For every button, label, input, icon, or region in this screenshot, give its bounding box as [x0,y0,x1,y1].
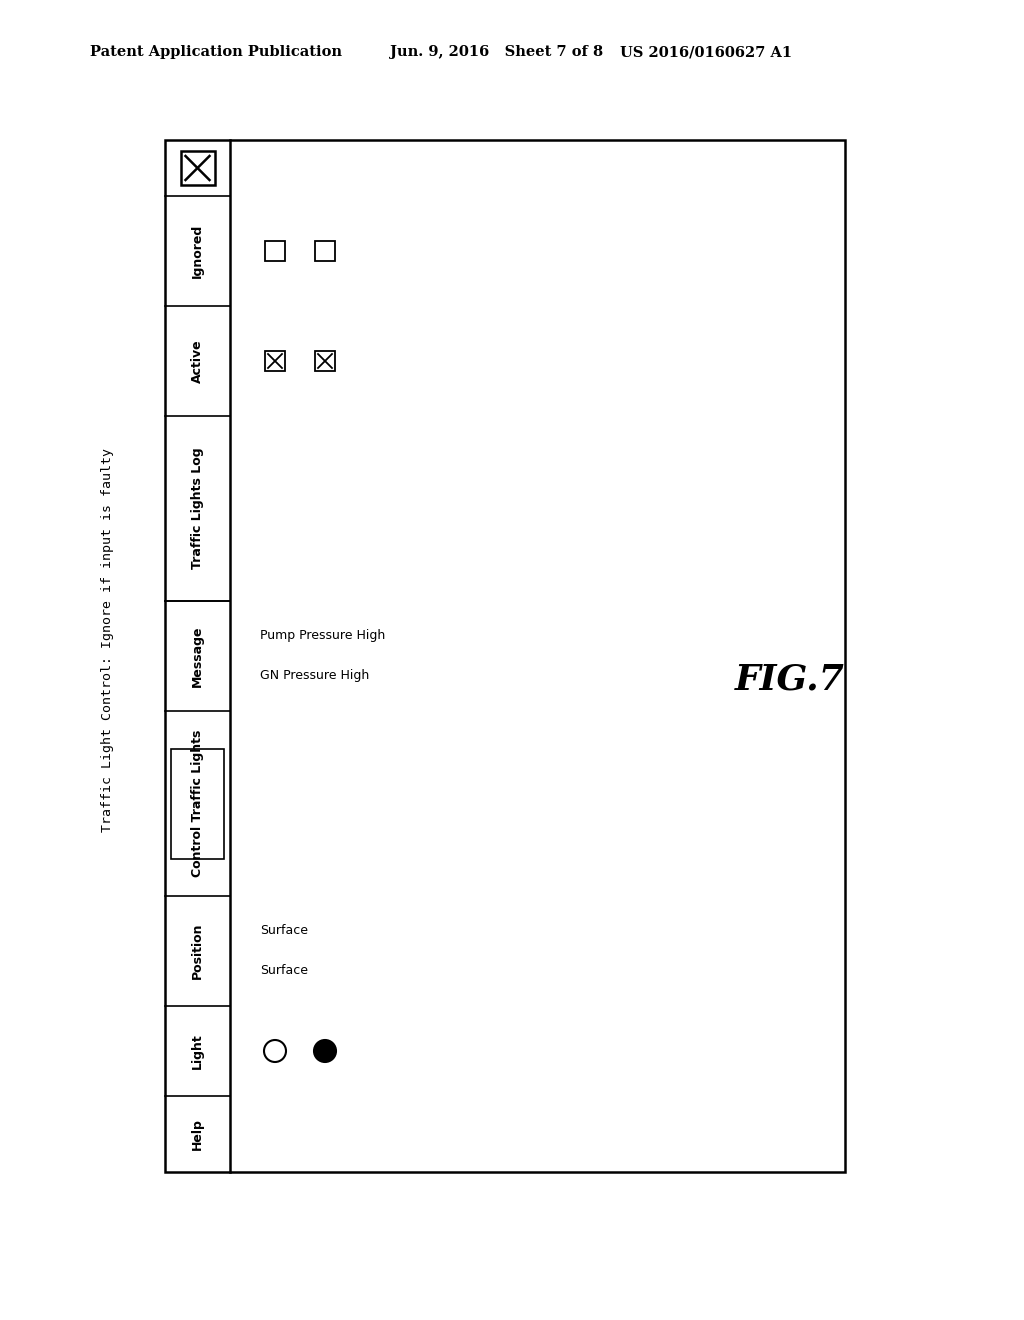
Text: US 2016/0160627 A1: US 2016/0160627 A1 [620,45,793,59]
Text: Position: Position [191,923,204,979]
Text: Control Traffic Lights: Control Traffic Lights [191,730,204,878]
Text: Message: Message [191,626,204,686]
Bar [265,351,285,371]
Text: Active: Active [191,339,204,383]
Bar [165,140,845,1172]
Bar [315,351,335,371]
Text: Traffic Lights Log: Traffic Lights Log [191,447,204,569]
Text: Jun. 9, 2016   Sheet 7 of 8: Jun. 9, 2016 Sheet 7 of 8 [390,45,603,59]
Text: Surface: Surface [260,924,308,937]
Bar [171,748,224,858]
Bar [315,242,335,261]
Text: Traffic Light Control: Ignore if input is faulty: Traffic Light Control: Ignore if input i… [101,447,115,832]
Text: GN Pressure High: GN Pressure High [260,669,370,682]
Text: Pump Pressure High: Pump Pressure High [260,630,385,643]
Text: Help: Help [191,1118,204,1150]
Text: Ignored: Ignored [191,224,204,279]
Text: Light: Light [191,1034,204,1069]
Bar [180,150,214,185]
Circle shape [264,1040,286,1063]
Circle shape [314,1040,336,1063]
Bar [265,242,285,261]
Text: Patent Application Publication: Patent Application Publication [90,45,342,59]
Text: Surface: Surface [260,965,308,978]
Text: FIG.7: FIG.7 [735,663,845,697]
